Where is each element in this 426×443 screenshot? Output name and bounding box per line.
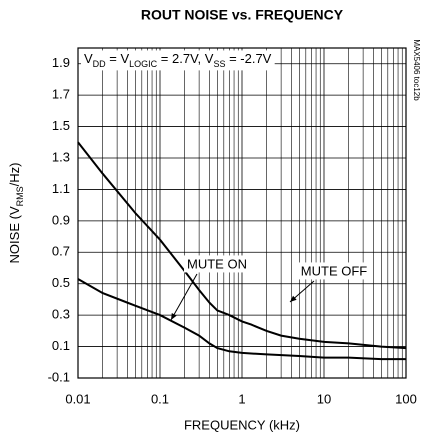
y-axis-label-part: /Hz) — [7, 163, 22, 187]
condition-annotation-part: = V — [106, 51, 130, 66]
condition-annotation-part: = -2.7V — [225, 51, 271, 66]
condition-annotation-part: V — [84, 51, 93, 66]
y-tick-label: -0.1 — [48, 369, 70, 384]
series-label: MUTE ON — [187, 256, 247, 271]
side-note: MAX5406 toc12b — [412, 39, 421, 101]
y-tick-label: 0.9 — [52, 212, 70, 227]
condition-annotation-part: = 2.7V, V — [157, 51, 214, 66]
y-tick-label: 1.7 — [52, 87, 70, 102]
y-axis-label: NOISE (VRMS/Hz) — [7, 163, 25, 264]
series-line — [77, 278, 406, 361]
y-tick-label: 0.7 — [52, 244, 70, 259]
y-tick-label: 0.1 — [52, 338, 70, 353]
condition-annotation-part: LOGIC — [129, 59, 158, 69]
condition-annotation-part: SS — [213, 59, 225, 69]
x-tick-label: 1 — [238, 391, 245, 406]
series-label-background — [297, 262, 371, 280]
y-axis-label-part: RMS — [15, 186, 25, 206]
x-tick-label: 0.1 — [151, 391, 169, 406]
x-axis-label: FREQUENCY (kHz) — [184, 417, 300, 432]
condition-annotation-part: DD — [93, 59, 106, 69]
label-arrowhead — [290, 295, 297, 302]
condition-annotation-background — [81, 50, 275, 71]
series-label-background — [184, 255, 250, 273]
y-tick-label: 1.1 — [52, 181, 70, 196]
chart-title: ROUT NOISE vs. FREQUENCY — [141, 7, 344, 23]
plot-frame — [77, 47, 407, 379]
y-axis-label-part: NOISE (V — [7, 206, 22, 263]
y-tick-label: 1.3 — [52, 149, 70, 164]
label-arrowhead — [171, 313, 177, 320]
condition-annotation: VDD = VLOGIC = 2.7V, VSS = -2.7V — [84, 51, 272, 69]
x-tick-label: 0.01 — [65, 391, 90, 406]
y-tick-label: 0.5 — [52, 275, 70, 290]
y-tick-label: 1.5 — [52, 118, 70, 133]
y-tick-label: 1.9 — [52, 55, 70, 70]
series-label: MUTE OFF — [301, 263, 367, 278]
x-tick-label: 10 — [317, 391, 331, 406]
x-tick-label: 100 — [395, 391, 417, 406]
label-arrow — [170, 273, 198, 321]
y-tick-label: 0.3 — [52, 307, 70, 322]
series-line — [77, 141, 407, 350]
